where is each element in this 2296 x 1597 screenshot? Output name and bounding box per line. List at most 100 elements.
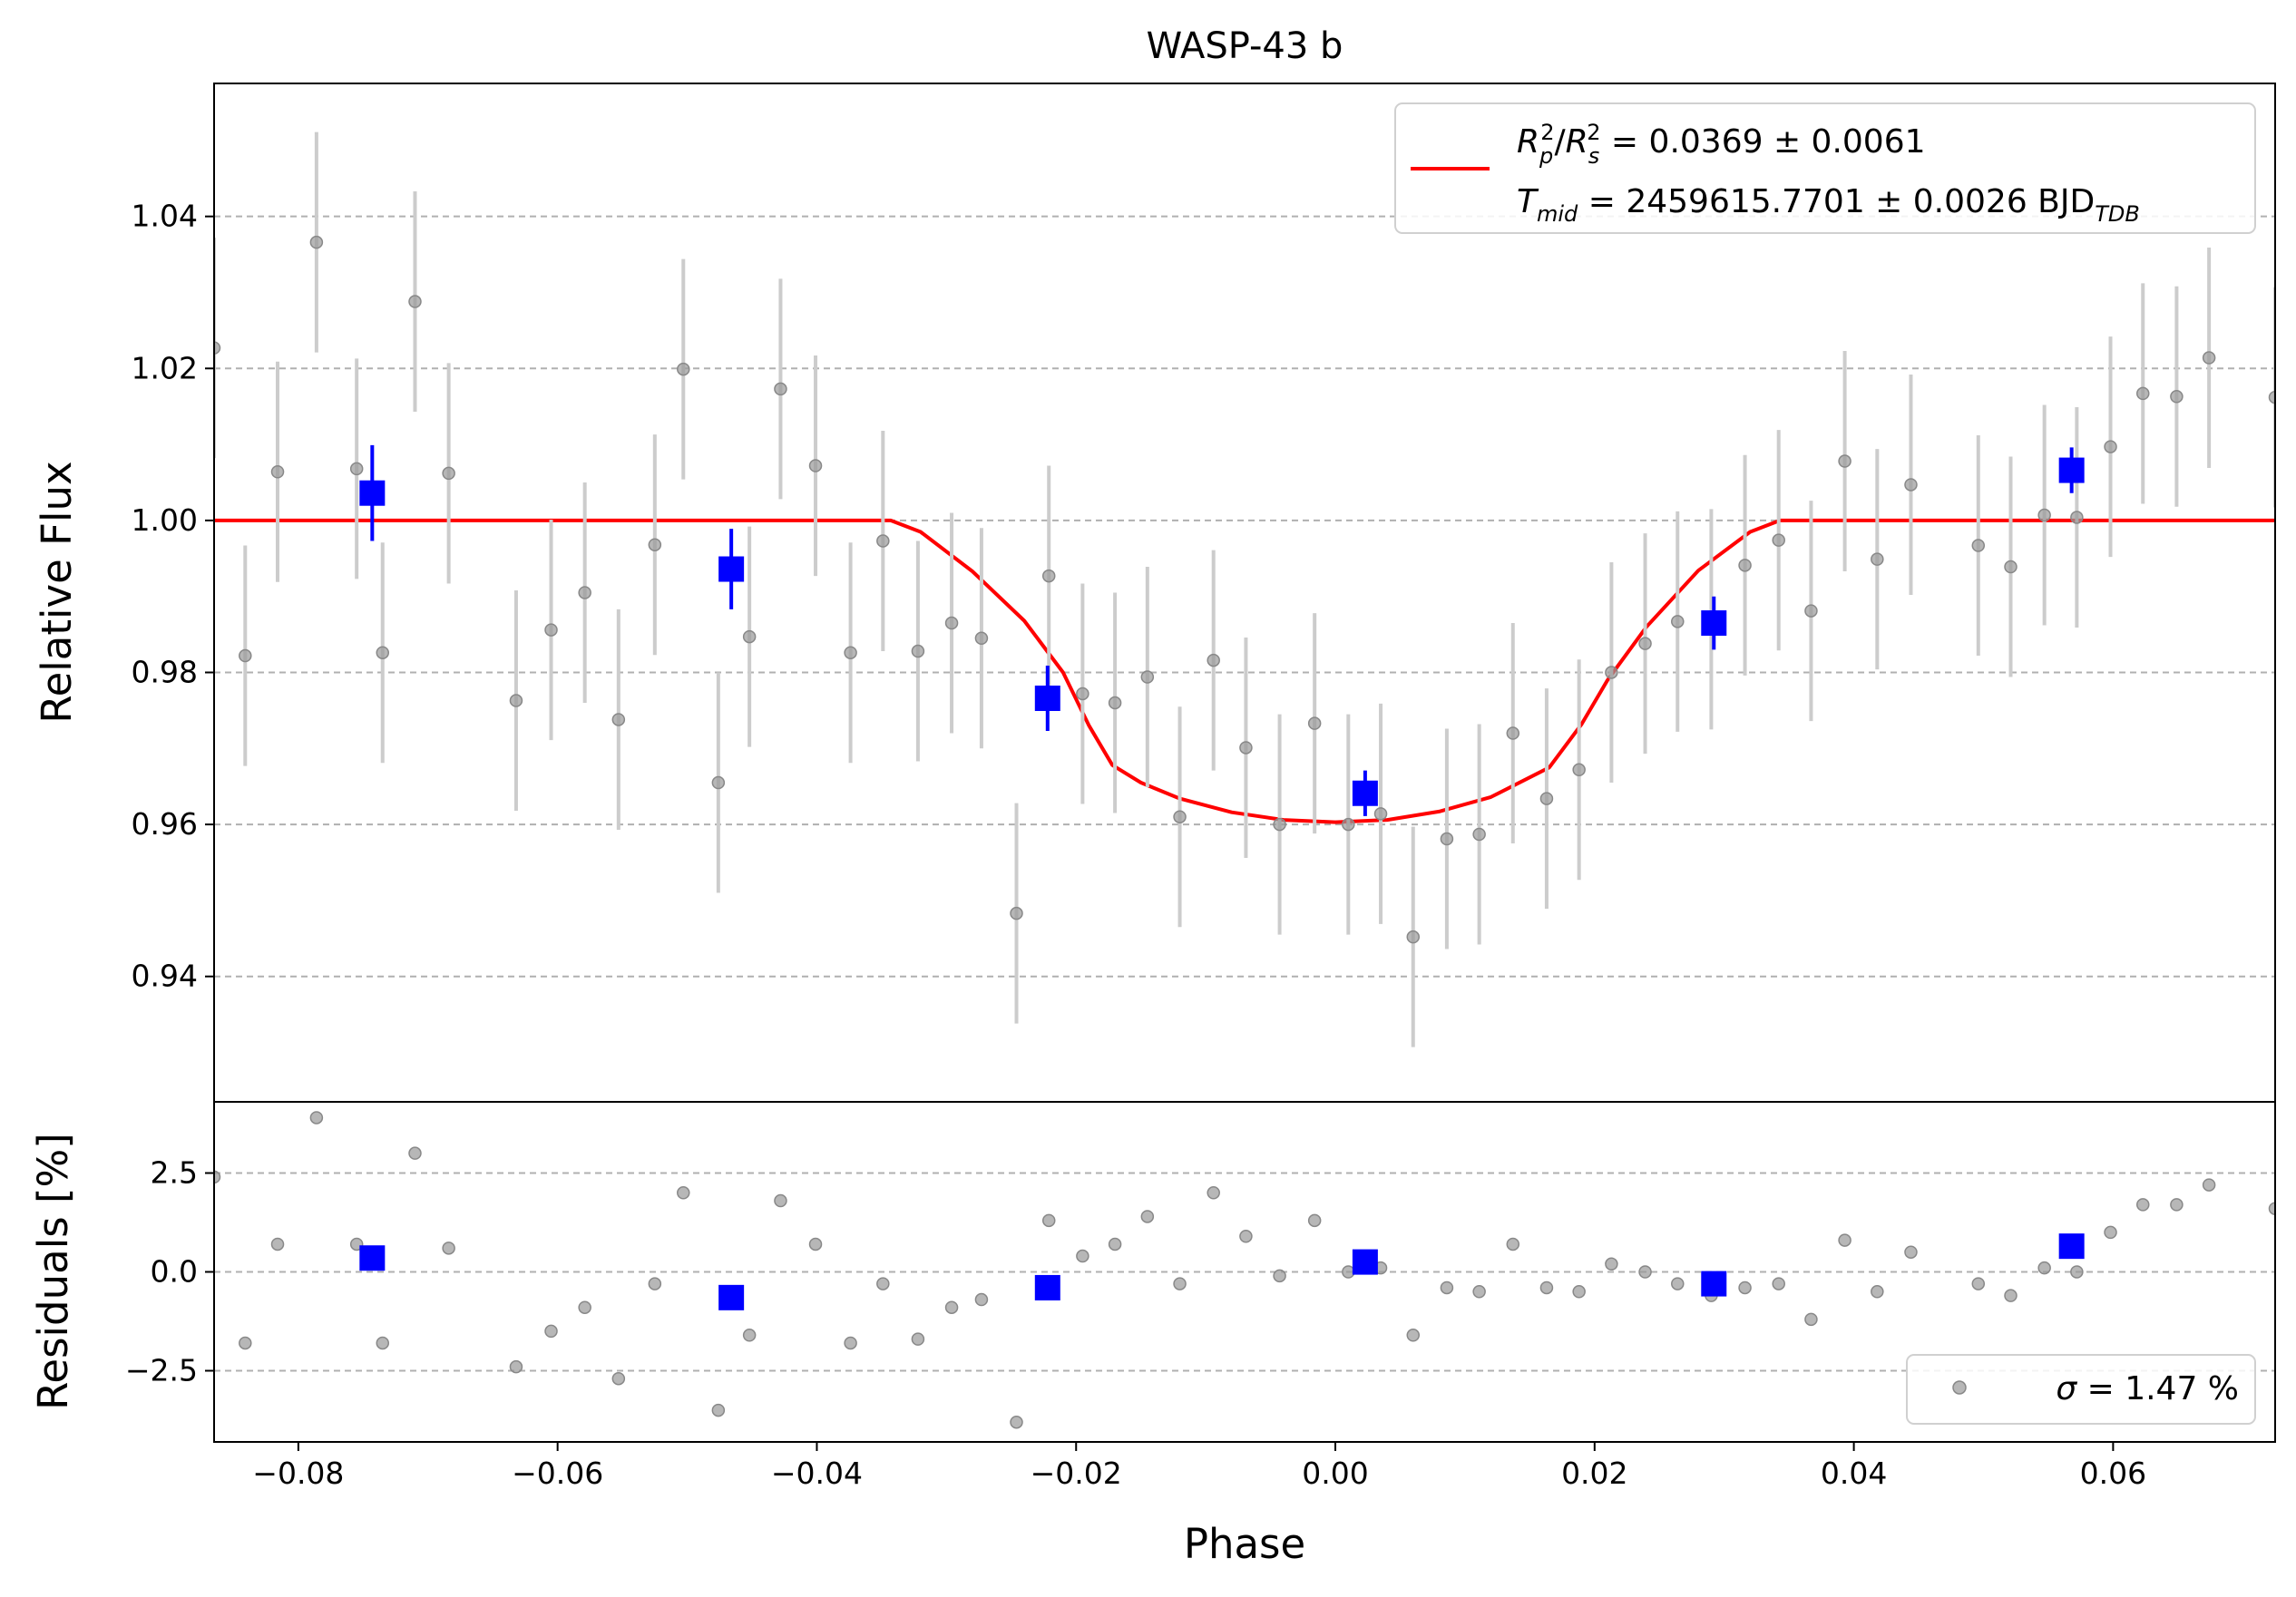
residuals-y-tick-label: 2.5 [151, 1154, 198, 1190]
residual-point [911, 1332, 925, 1346]
binned-point [1352, 780, 1378, 806]
phase-x-tick-label: 0.00 [1302, 1456, 1368, 1491]
legend-sigma-symbol: σ [2056, 1370, 2077, 1407]
phase-x-tick-label: −0.04 [771, 1456, 863, 1491]
flux-point [1173, 810, 1187, 823]
residual-point [270, 1237, 285, 1251]
flux-panel-frame [213, 83, 2276, 1103]
residual-point [408, 1146, 422, 1160]
residual-point [1638, 1265, 1652, 1279]
flux-y-tick-label: 1.04 [132, 199, 198, 234]
residual-point [442, 1242, 455, 1255]
residual-point [1406, 1329, 1421, 1342]
residual-point [808, 1237, 823, 1251]
residuals-y-tick-label: 0.0 [151, 1254, 198, 1290]
chart-title: WASP-43 b [1147, 25, 1343, 67]
residuals-legend-box [1906, 1354, 2256, 1425]
residual-point [1838, 1233, 1851, 1247]
flux-point [309, 235, 324, 249]
residual-point [2170, 1198, 2184, 1212]
flux-point [2037, 508, 2051, 522]
residual-point [578, 1300, 591, 1314]
legend-rs-sub: s [1588, 143, 1600, 169]
residual-point [742, 1329, 757, 1342]
flux-point [774, 382, 787, 396]
residual-binned-point [1701, 1271, 1727, 1297]
flux-point [1804, 604, 1818, 618]
flux-point [944, 616, 959, 630]
legend-rs-symbol: R [1566, 123, 1588, 161]
residual-point [1539, 1281, 1554, 1295]
residual-binned-point [1352, 1249, 1378, 1275]
residual-binned-points [359, 1233, 2085, 1310]
residuals-y-tick-label: −2.5 [125, 1353, 198, 1388]
binned-point [718, 556, 745, 582]
flux-y-tick-label: 0.94 [132, 959, 198, 994]
residual-point [2004, 1289, 2018, 1302]
residuals-y-axis-label: Residuals [%] [29, 1133, 77, 1410]
residuals-legend: σ = 1.47 % [1906, 1354, 2256, 1425]
residual-point [774, 1193, 787, 1208]
residual-point [1605, 1257, 1618, 1271]
residual-point [2268, 1202, 2275, 1215]
flux-binned-points [359, 444, 2085, 816]
flux-point [2135, 386, 2150, 401]
residual-point [239, 1336, 252, 1350]
residuals-legend-marker [1952, 1380, 1967, 1395]
flux-legend-box [1394, 102, 2256, 234]
flux-point [1506, 726, 1520, 740]
flux-point [1273, 817, 1286, 832]
flux-point [2004, 560, 2018, 574]
residual-point [544, 1324, 558, 1339]
binned-point [1034, 685, 1060, 711]
phase-x-tick-label: −0.02 [1031, 1456, 1122, 1491]
flux-point [1140, 670, 1155, 684]
phase-x-tick-label: −0.06 [512, 1456, 603, 1491]
residual-point [1041, 1213, 1056, 1228]
flux-point [1638, 637, 1652, 650]
flux-legend-depth: Rp2/Rs2 = 0.0369 ± 0.0061 [1517, 120, 1926, 169]
phase-x-tick-label: −0.08 [252, 1456, 344, 1491]
residuals-y-ticks: −2.5 0.0 2.5 [125, 1154, 214, 1388]
residual-point [1010, 1415, 1023, 1429]
flux-point [1307, 716, 1322, 730]
residual-point [1772, 1277, 1785, 1290]
residual-point [1140, 1210, 1155, 1223]
residual-point [1871, 1285, 1884, 1299]
legend-rp-sub: p [1539, 143, 1553, 169]
flux-point [677, 362, 690, 376]
flux-point [408, 295, 422, 308]
residual-point [1207, 1186, 1220, 1200]
residual-point [1971, 1277, 1986, 1290]
flux-errorbars [214, 131, 2275, 1047]
phase-x-tick-label: 0.06 [2080, 1456, 2146, 1491]
legend-t-symbol: T [1517, 183, 1539, 220]
flux-point [2170, 390, 2184, 404]
flux-point [509, 694, 523, 707]
flux-point [239, 648, 252, 663]
legend-depth-value: = 0.0369 ± 0.0061 [1600, 123, 1925, 161]
residual-point [1506, 1237, 1520, 1251]
residual-point [1671, 1277, 1685, 1290]
flux-point [1904, 478, 1918, 492]
residual-point [944, 1300, 959, 1314]
residual-binned-point [1034, 1274, 1060, 1300]
phase-x-tick-label: 0.02 [1561, 1456, 1627, 1491]
transit-model-line [214, 518, 2275, 824]
flux-point [1971, 539, 1986, 552]
flux-point [648, 538, 662, 551]
legend-sep: / [1555, 123, 1567, 161]
flux-y-tick-label: 1.02 [132, 350, 198, 385]
flux-point [214, 341, 221, 355]
flux-point [1239, 741, 1253, 755]
binned-point [359, 480, 386, 506]
legend-rp-symbol: R [1517, 123, 1539, 161]
flux-point [844, 646, 857, 659]
flux-point [1373, 807, 1388, 821]
residual-binned-point [2058, 1233, 2085, 1260]
residuals-legend-sigma: σ = 1.47 % [2056, 1370, 2239, 1407]
legend-rp-sup: 2 [1540, 120, 1554, 145]
flux-point [1871, 552, 1884, 566]
residual-point [876, 1277, 890, 1290]
flux-point [1010, 906, 1023, 920]
